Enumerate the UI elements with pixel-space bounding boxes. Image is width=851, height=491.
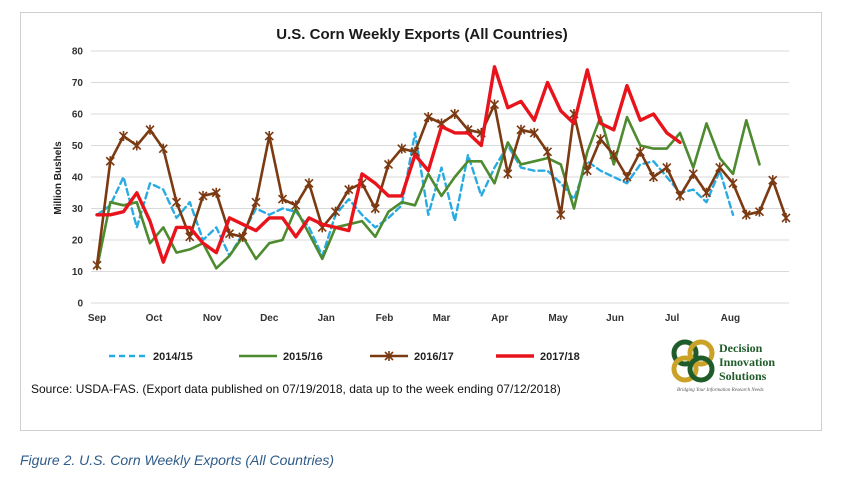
legend-label-2015-16: 2015/16 [283, 351, 323, 363]
data-point [330, 206, 341, 217]
data-point [211, 187, 221, 198]
x-tick-label-may: May [548, 313, 568, 324]
x-tick-label-jul: Jul [665, 313, 680, 324]
x-tick-label-feb: Feb [376, 313, 394, 324]
y-tick-label-0: 0 [77, 299, 83, 310]
data-point [264, 131, 274, 142]
y-tick-label-30: 30 [72, 204, 84, 215]
data-point [251, 197, 261, 208]
logo-mark-icon [671, 339, 715, 383]
x-tick-label-dec: Dec [260, 313, 279, 324]
data-point [516, 124, 526, 135]
data-point [556, 209, 566, 220]
data-point [622, 172, 632, 182]
data-point [582, 165, 592, 176]
legend-marker [384, 351, 394, 361]
data-point [489, 99, 500, 110]
data-point [171, 197, 182, 208]
chart-frame: U.S. Corn Weekly Exports (All Countries)… [20, 12, 822, 431]
x-tick-label-nov: Nov [203, 313, 222, 324]
data-point [132, 140, 142, 151]
x-tick-label-oct: Oct [146, 313, 163, 324]
data-point [118, 131, 129, 142]
series-2015-16 [95, 115, 761, 270]
y-tick-label-40: 40 [72, 173, 84, 184]
logo-tagline: Bridging Your Information Research Needs [677, 388, 764, 393]
x-tick-label-jan: Jan [318, 313, 335, 324]
y-tick-label-10: 10 [72, 267, 84, 278]
legend-label-2016-17: 2016/17 [414, 351, 454, 363]
y-tick-label-50: 50 [72, 141, 84, 152]
data-point [728, 178, 738, 189]
data-point [741, 209, 751, 220]
series-group [92, 65, 791, 271]
data-point [781, 212, 791, 223]
logo-line-3: Solutions [719, 369, 767, 383]
data-point [542, 146, 553, 157]
y-axis-label: Million Bushels [53, 141, 64, 215]
chart: U.S. Corn Weekly Exports (All Countries)… [31, 26, 791, 396]
data-point [503, 168, 513, 179]
data-point [383, 159, 394, 170]
series-line-2014-15 [95, 131, 735, 257]
data-point [688, 168, 698, 179]
source-note: Source: USDA-FAS. (Export data published… [31, 382, 561, 396]
x-axis: Sep Oct Nov Dec Jan Feb Mar Apr May Jun Jul Aug [88, 313, 740, 324]
data-point [423, 112, 433, 123]
data-point [92, 260, 102, 271]
data-point [344, 184, 354, 195]
x-tick-label-sep: Sep [88, 313, 106, 324]
data-point [450, 109, 460, 119]
data-point [370, 203, 380, 214]
series-2016-17 [92, 99, 791, 271]
data-point [595, 134, 606, 145]
data-point [397, 143, 407, 154]
series-2017-18 [95, 65, 682, 264]
figure-caption: Figure 2. U.S. Corn Weekly Exports (All … [20, 452, 335, 468]
data-point [238, 231, 248, 242]
logo: Decision Innovation Solutions Bridging Y… [671, 339, 775, 393]
data-point [105, 156, 115, 167]
data-point [224, 228, 235, 239]
series-2014-15 [95, 131, 735, 257]
data-point [185, 231, 195, 242]
data-point [198, 190, 208, 201]
legend: 2014/15 2015/16 2016/17 2017/18 [109, 351, 580, 363]
data-point [715, 162, 725, 173]
data-point [277, 194, 288, 205]
logo-line-2: Innovation [719, 355, 775, 369]
x-tick-label-aug: Aug [721, 313, 740, 324]
x-tick-label-mar: Mar [433, 313, 451, 324]
y-tick-label-60: 60 [72, 110, 84, 121]
x-tick-label-jun: Jun [606, 313, 624, 324]
data-point [145, 124, 155, 135]
data-point [768, 175, 778, 186]
data-point [701, 187, 712, 198]
legend-label-2017-18: 2017/18 [540, 351, 580, 363]
legend-label-2014-15: 2014/15 [153, 351, 193, 363]
x-tick-label-apr: Apr [491, 313, 508, 324]
data-point [529, 127, 539, 138]
y-tick-label-20: 20 [72, 236, 84, 247]
data-point [648, 172, 659, 182]
data-point [662, 162, 672, 173]
data-point [754, 206, 765, 217]
y-tick-label-70: 70 [72, 78, 84, 89]
data-point [304, 178, 314, 189]
series-line-2017-18 [95, 65, 682, 264]
data-point [158, 143, 168, 154]
data-point [291, 200, 301, 211]
data-point [609, 149, 619, 160]
y-axis: 0 10 20 30 40 50 60 70 80 [72, 47, 84, 310]
chart-title: U.S. Corn Weekly Exports (All Countries) [276, 26, 567, 43]
data-point [675, 190, 685, 201]
data-point [635, 146, 645, 157]
logo-line-1: Decision [719, 341, 763, 355]
series-line-2015-16 [95, 115, 761, 270]
y-tick-label-80: 80 [72, 47, 84, 58]
